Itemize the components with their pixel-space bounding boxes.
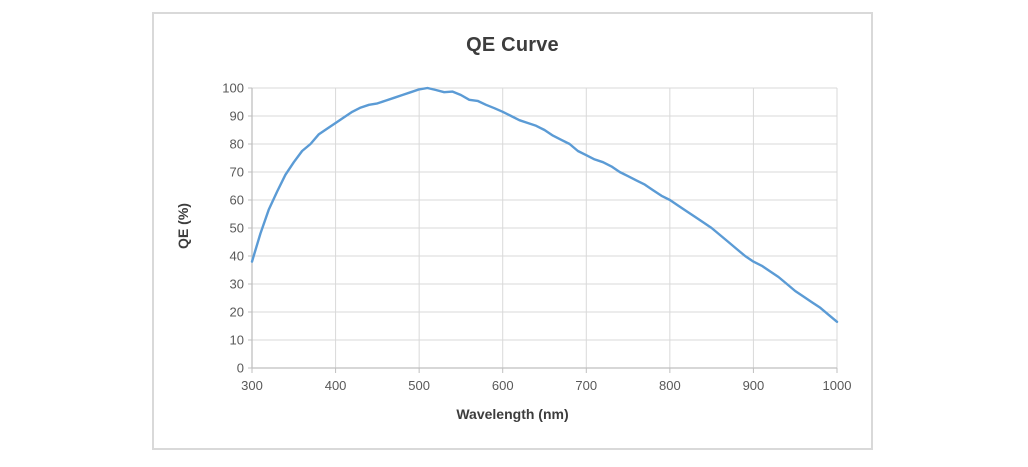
y-axis-title: QE (%) <box>175 203 191 249</box>
x-tick-label: 400 <box>325 378 347 393</box>
y-tick-label: 40 <box>230 249 244 264</box>
qe-curve-plot: 0 10 20 30 40 50 60 70 80 90 100 300 400 500 600 700 800… <box>222 81 852 394</box>
qe-curve-line <box>250 86 839 323</box>
y-tick-label: 30 <box>230 277 244 292</box>
x-tick-label: 1000 <box>823 378 852 393</box>
chart-card: QE Curve QE (%) Wavelength (nm) 0 10 20 30 4… <box>152 12 873 450</box>
y-tick-label: 20 <box>230 305 244 320</box>
y-tick-label: 10 <box>230 333 244 348</box>
x-tick-label: 500 <box>408 378 430 393</box>
x-tick-label: 600 <box>492 378 514 393</box>
x-tick-label: 800 <box>659 378 681 393</box>
y-tick-label: 70 <box>230 165 244 180</box>
y-tick-label: 60 <box>230 193 244 208</box>
x-tick-label: 300 <box>241 378 263 393</box>
x-tick-label: 900 <box>743 378 765 393</box>
x-axis-title: Wavelength (nm) <box>456 406 569 422</box>
x-tick-label: 700 <box>575 378 597 393</box>
y-tick-label: 50 <box>230 221 244 236</box>
y-tick-label: 100 <box>222 81 244 96</box>
y-tick-label: 90 <box>230 109 244 124</box>
y-tick-label: 80 <box>230 137 244 152</box>
y-tick-label: 0 <box>237 361 244 376</box>
chart-title: QE Curve <box>466 34 559 56</box>
